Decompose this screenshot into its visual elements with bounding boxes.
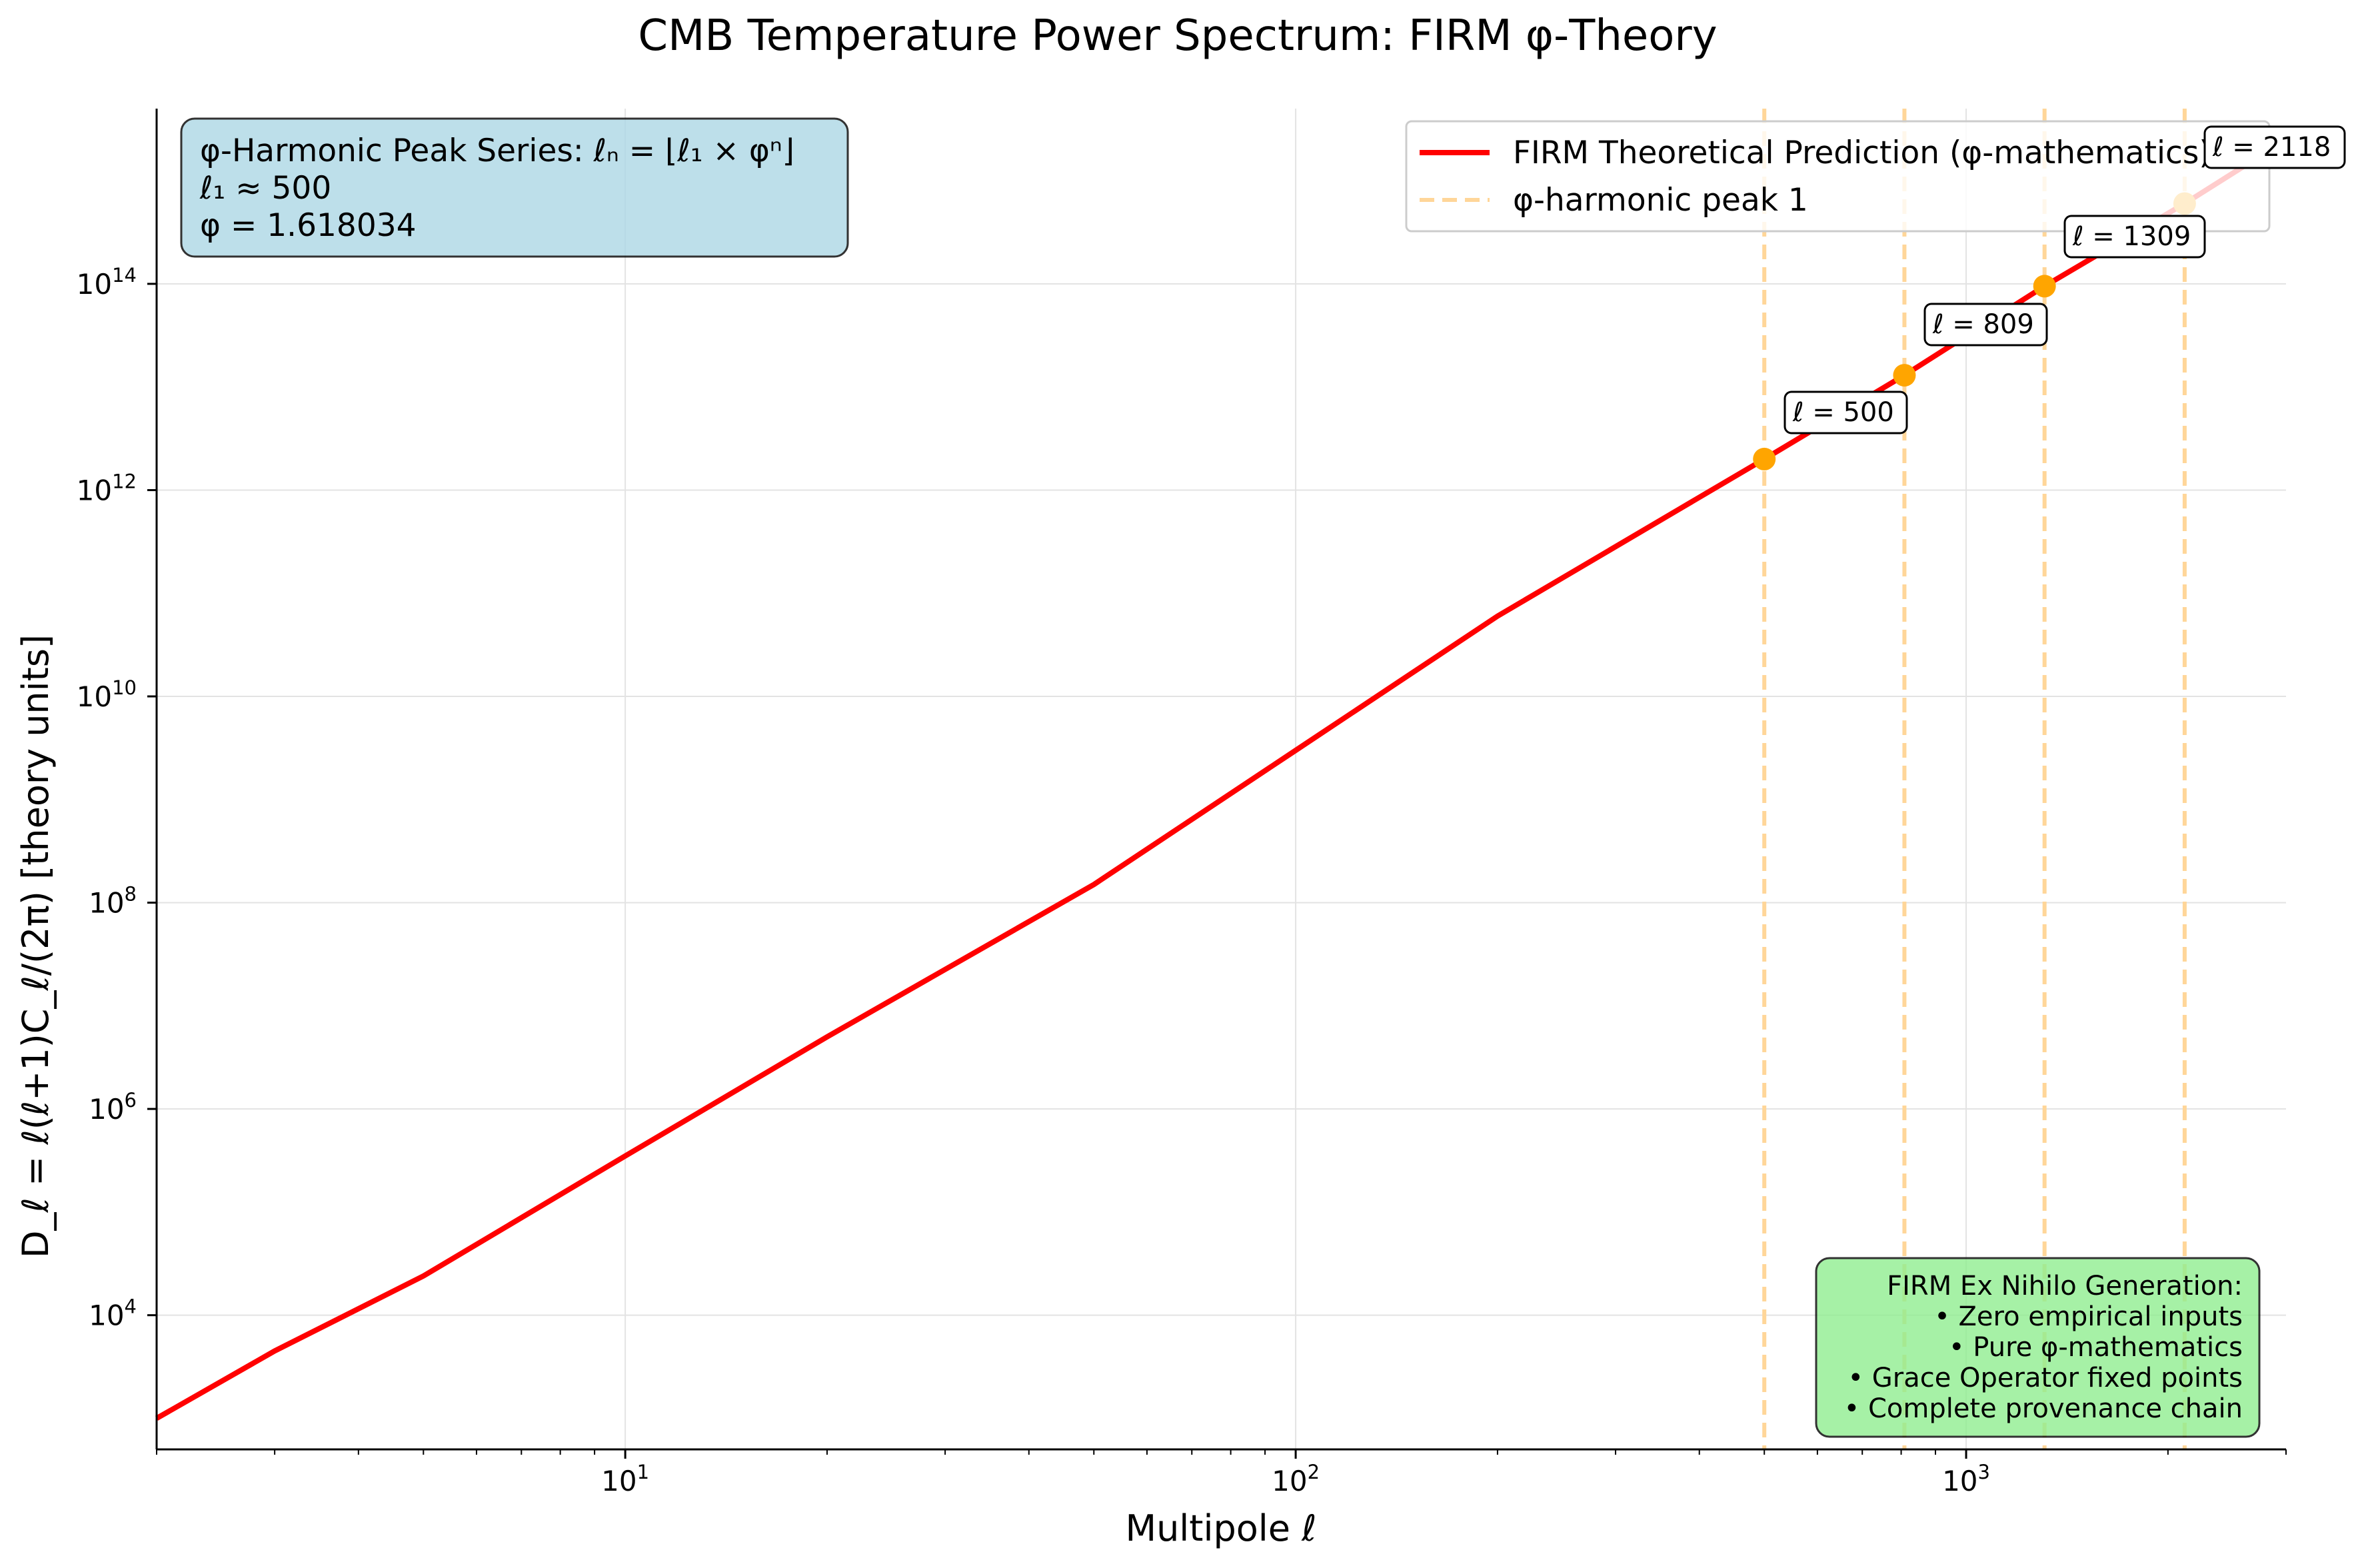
legend-label-peak: φ-harmonic peak 1 xyxy=(1513,182,1808,219)
info-box-line-3: φ = 1.618034 xyxy=(200,207,417,244)
generation-box-line-5: • Complete provenance chain xyxy=(1844,1393,2243,1424)
peak-marker-1 xyxy=(1753,447,1776,470)
peak-annotation-1-label: ℓ = 500 xyxy=(1792,397,1894,428)
peak-annotation-4: ℓ = 2118 xyxy=(2203,125,2346,169)
peak-annotations: ℓ = 500 ℓ = 809 ℓ = 1309 ℓ = 2118 xyxy=(1783,125,2346,434)
peak-annotation-1: ℓ = 500 xyxy=(1783,391,1908,434)
generation-box-line-3: • Pure φ-mathematics xyxy=(1949,1332,2243,1363)
peak-annotation-4-box xyxy=(2203,125,2346,169)
peak-marker-2 xyxy=(1893,364,1916,387)
y-axis-label: D_ℓ = ℓ(ℓ+1)C_ℓ/(2π) [theory units] xyxy=(15,634,57,1258)
y-tick-label-2: 106 xyxy=(89,1089,137,1126)
peak-annotation-2-box xyxy=(1923,303,2048,347)
generation-box-background xyxy=(1815,1257,2261,1438)
generation-box-line-2: • Zero empirical inputs xyxy=(1934,1301,2243,1332)
y-tick-label-6: 1014 xyxy=(77,264,137,301)
generation-box-line-4: • Grace Operator fixed points xyxy=(1847,1363,2243,1393)
info-box-background xyxy=(180,117,849,258)
axes xyxy=(147,109,2287,1459)
y-tick-label-4: 1010 xyxy=(77,676,137,713)
chart-title: CMB Temperature Power Spectrum: FIRM φ-T… xyxy=(638,11,1717,61)
peak-annotation-2-label: ℓ = 809 xyxy=(1932,309,2034,340)
peak-annotation-3-box xyxy=(2063,215,2206,259)
legend: FIRM Theoretical Prediction (φ-mathemati… xyxy=(1405,120,2271,233)
x-tick-label-3: 103 xyxy=(1942,1461,1990,1497)
generation-box-line-1: FIRM Ex Nihilo Generation: xyxy=(1887,1271,2243,1301)
x-tick-label-2: 102 xyxy=(1272,1461,1320,1497)
y-tick-label-5: 1012 xyxy=(77,470,137,506)
peak-annotation-3: ℓ = 1309 xyxy=(2063,215,2206,259)
peak-lines xyxy=(1762,109,2187,1449)
x-axis-label: Multipole ℓ xyxy=(1125,1507,1316,1549)
y-tick-label-3: 108 xyxy=(89,883,137,920)
peak-annotation-2: ℓ = 809 xyxy=(1923,303,2048,347)
x-tick-label-1: 101 xyxy=(601,1461,649,1497)
generation-box: FIRM Ex Nihilo Generation: • Zero empiri… xyxy=(1815,1257,2261,1438)
peak-annotation-1-box xyxy=(1783,391,1908,434)
legend-label-series: FIRM Theoretical Prediction (φ-mathemati… xyxy=(1513,135,2211,171)
info-box: φ-Harmonic Peak Series: ℓₙ = ⌊ℓ₁ × φⁿ⌋ ℓ… xyxy=(180,117,849,258)
tick-labels: 101 102 103 104 106 108 1010 1012 1014 xyxy=(77,264,1990,1497)
info-box-line-2: ℓ₁ ≈ 500 xyxy=(199,170,331,207)
peak-annotation-4-label: ℓ = 2118 xyxy=(2212,132,2331,163)
info-box-line-1: φ-Harmonic Peak Series: ℓₙ = ⌊ℓ₁ × φⁿ⌋ xyxy=(200,133,794,169)
legend-frame xyxy=(1405,120,2271,233)
peak-marker-3 xyxy=(2033,275,2056,298)
peak-annotation-3-label: ℓ = 1309 xyxy=(2072,221,2191,252)
y-tick-label-1: 104 xyxy=(89,1295,137,1332)
